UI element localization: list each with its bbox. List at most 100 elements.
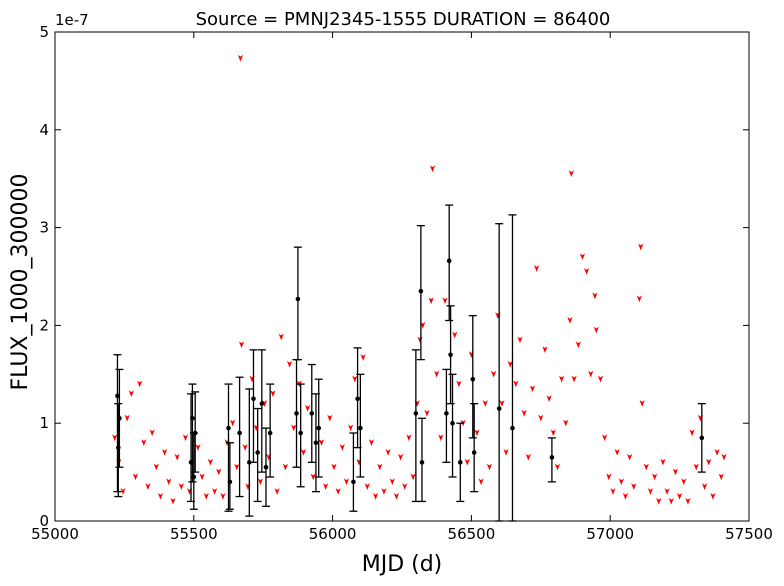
upper-limit-marker [291,424,297,432]
upper-limit-marker [507,361,513,368]
y-tick-label: 4 [39,121,49,139]
axis-ticks: 55000 55500 56000 56500 57000 57500 0 1 2 3 4 5 [31,23,773,543]
upper-limit-marker [627,453,633,461]
upper-limit-marker [278,333,284,341]
detection-point [259,401,265,406]
detection-point [117,416,122,421]
upper-limit-marker [478,478,484,486]
upper-limit-marker [402,483,408,490]
detection-point [263,464,269,470]
upper-limit-marker [721,453,727,461]
upper-limit-marker [606,473,612,481]
upper-limit-marker [668,497,674,505]
upper-limit-marker [525,453,531,461]
upper-limit-marker [538,414,544,422]
upper-limit-marker [636,295,642,303]
upper-limit-marker [220,493,226,500]
detection-point [351,479,356,485]
upper-limit-marker [593,326,599,334]
chart-title: Source = PMNJ2345-1555 DURATION = 86400 [196,9,611,30]
upper-limit-marker [178,483,184,490]
detection-point [190,416,195,421]
x-tick-label: 56000 [309,525,357,543]
upper-limit-marker [693,463,699,471]
upper-limit-marker [238,341,245,349]
upper-limit-marker [622,493,629,500]
x-tick-label: 55000 [31,525,79,543]
upper-limit-marker [381,488,387,495]
upper-limit-marker [305,405,311,412]
upper-limit-marker [701,483,708,490]
upper-limit-marker [438,434,444,442]
upper-limit-marker [141,439,147,446]
upper-limit-marker [618,478,624,486]
detection-point [267,430,273,436]
upper-limit-marker [499,400,505,407]
upper-limit-marker [282,463,289,471]
plot-area [112,54,727,522]
detection-point [237,430,242,436]
y-offset-label: 1e-7 [55,11,89,29]
y-tick-label: 3 [39,219,49,237]
upper-limit-marker [300,449,307,456]
upper-limit-marker [327,414,333,422]
y-tick-label: 5 [39,23,49,41]
upper-limit-marker [270,390,276,398]
detection-point [247,460,252,465]
upper-limit-marker [442,297,448,305]
y-tick-label: 2 [39,316,49,334]
detection-point [448,352,453,358]
detection-point [549,455,555,460]
detection-point [316,425,322,431]
upper-limit-marker [529,385,536,393]
detection-point [227,479,233,485]
upper-limit-marker [166,478,172,486]
upper-limit-marker [216,468,222,476]
upper-limit-marker [112,434,118,442]
upper-limit-marker [145,483,151,490]
upper-limit-marker [153,463,159,471]
upper-limit-marker [474,429,480,437]
upper-limit-marker [393,493,400,500]
upper-limit-marker [602,434,608,442]
y-tick-label: 0 [39,512,49,530]
detection-point [510,425,515,431]
detection-point [419,460,425,465]
upper-limit-marker [377,463,383,471]
upper-limit-marker [643,463,649,471]
upper-limit-marker [638,243,644,251]
upper-limit-marker [199,473,205,481]
upper-limit-marker [203,493,209,500]
upper-limit-marker [681,478,687,486]
upper-limit-marker [434,370,440,378]
upper-limit-marker [428,297,434,305]
detection-point [309,411,315,416]
x-tick-label: 57000 [586,525,634,543]
upper-limit-marker [571,375,577,383]
detection-point [298,430,303,436]
upper-limit-marker [656,497,662,505]
upper-limit-marker [639,400,645,407]
upper-limit-marker [584,268,590,275]
upper-limit-marker [410,473,416,481]
upper-limit-marker [237,54,244,62]
upper-limit-marker [559,375,565,383]
upper-limit-marker [672,468,679,476]
upper-limit-marker [456,380,462,388]
upper-limit-marker [310,473,316,481]
upper-limit-marker [128,390,134,398]
detection-point [496,406,502,411]
upper-limit-marker [521,409,527,417]
upper-limit-marker [124,414,130,422]
upper-limit-marker [534,265,540,272]
upper-limit-marker [610,488,616,495]
upper-limit-marker [368,439,375,446]
upper-limit-marker [563,419,569,427]
upper-limit-marker [207,458,214,466]
upper-limit-marker [261,400,268,407]
upper-limit-marker [689,429,695,437]
upper-limit-marker [503,449,509,456]
upper-limit-marker [575,341,581,349]
upper-limit-marker [677,493,683,500]
